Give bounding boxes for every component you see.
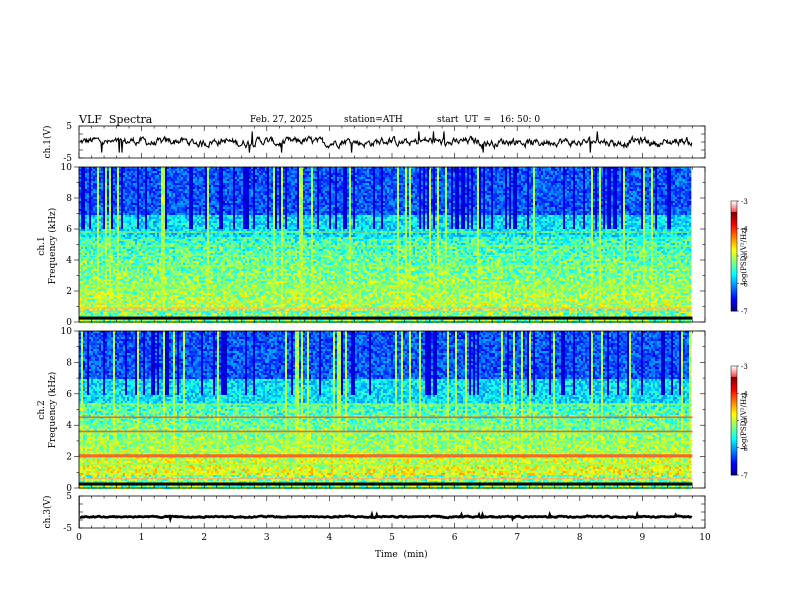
ch2-freq-ylabel-line2: Frequency (kHz) — [48, 356, 59, 464]
colorbar-tick-label: -7 — [741, 472, 748, 480]
ch1-freq-ylabel: ch.1 Frequency (kHz) — [37, 192, 61, 300]
ch1-ylabel: ch.1(V) — [43, 112, 55, 172]
ch1-spectrogram-image — [79, 167, 691, 323]
colorbar-tick-label: -3 — [741, 198, 748, 206]
ch2-spectrogram-base-band — [79, 483, 692, 486]
ch2-spectrogram-ytick-label: 10 — [61, 327, 73, 337]
ch1-spectrogram-ytick-label: 6 — [66, 225, 72, 235]
ch2-spectrogram-ytick-label: 4 — [66, 421, 72, 431]
ch2-spectrogram-ytick-label: 8 — [66, 358, 72, 368]
ch1-waveform-ytick-label: 5 — [66, 122, 72, 132]
ch3-waveform-trace — [80, 515, 692, 519]
ch1-spectrogram-ytick-label: 10 — [61, 163, 73, 173]
ch1-spectrogram-base-band — [79, 317, 692, 320]
colorbar-tick-label: -3 — [741, 363, 748, 371]
x-tick-label: 3 — [264, 533, 270, 543]
ch2-freq-ylabel: ch.2 Frequency (kHz) — [37, 356, 61, 464]
x-tick-label: 5 — [389, 533, 395, 543]
x-tick-label: 10 — [699, 533, 711, 543]
ch1-freq-ylabel-line1: ch.1 — [37, 192, 48, 300]
x-tick-label: 2 — [201, 533, 207, 543]
x-tick-label: 8 — [577, 533, 583, 543]
x-tick-label: 1 — [139, 533, 145, 543]
x-tick-label: 0 — [76, 533, 82, 543]
ch3-ylabel: ch.3(V) — [43, 482, 55, 542]
chart-title: VLF Spectra — [79, 113, 152, 126]
ch1-spectrogram-ytick-label: 4 — [66, 256, 72, 266]
start-time-label: start UT = 16: 50: 0 — [437, 115, 540, 125]
x-axis-label: Time (min) — [375, 550, 428, 560]
colorbar2-label: log(PSD)(V²/Hz) — [740, 381, 750, 461]
ch2-spectrogram-image — [79, 331, 691, 489]
ch1-freq-ylabel-line2: Frequency (kHz) — [48, 192, 59, 300]
x-tick-label: 6 — [452, 533, 458, 543]
ch3-waveform-ytick-label: 5 — [66, 492, 72, 502]
ch2-spectrogram-ytick-label: 2 — [66, 453, 72, 463]
colorbar1-label: log(PSD)(V²/Hz) — [740, 216, 750, 296]
ch3-waveform-ytick-label: -5 — [63, 524, 72, 534]
colorbar-tick-label: -7 — [741, 308, 748, 316]
ch2-spectrogram-ytick-label: 6 — [66, 390, 72, 400]
ch1-spectrogram-ytick-label: 2 — [66, 287, 72, 297]
ch1-waveform-trace — [80, 131, 692, 152]
x-tick-label: 4 — [327, 533, 333, 543]
ch3-waveform-panel: 5 -5 0 1 2 3 4 5 6 7 8 9 10 — [63, 492, 711, 543]
ch2-freq-ylabel-line1: ch.2 — [37, 356, 48, 464]
date-label: Feb. 27, 2025 — [250, 115, 313, 125]
station-label: station=ATH — [344, 115, 403, 125]
x-tick-label: 9 — [640, 533, 646, 543]
ch1-waveform-panel: 5-5 — [63, 122, 705, 164]
x-tick-label: 7 — [514, 533, 520, 543]
ch1-spectrogram-ytick-label: 8 — [66, 194, 72, 204]
